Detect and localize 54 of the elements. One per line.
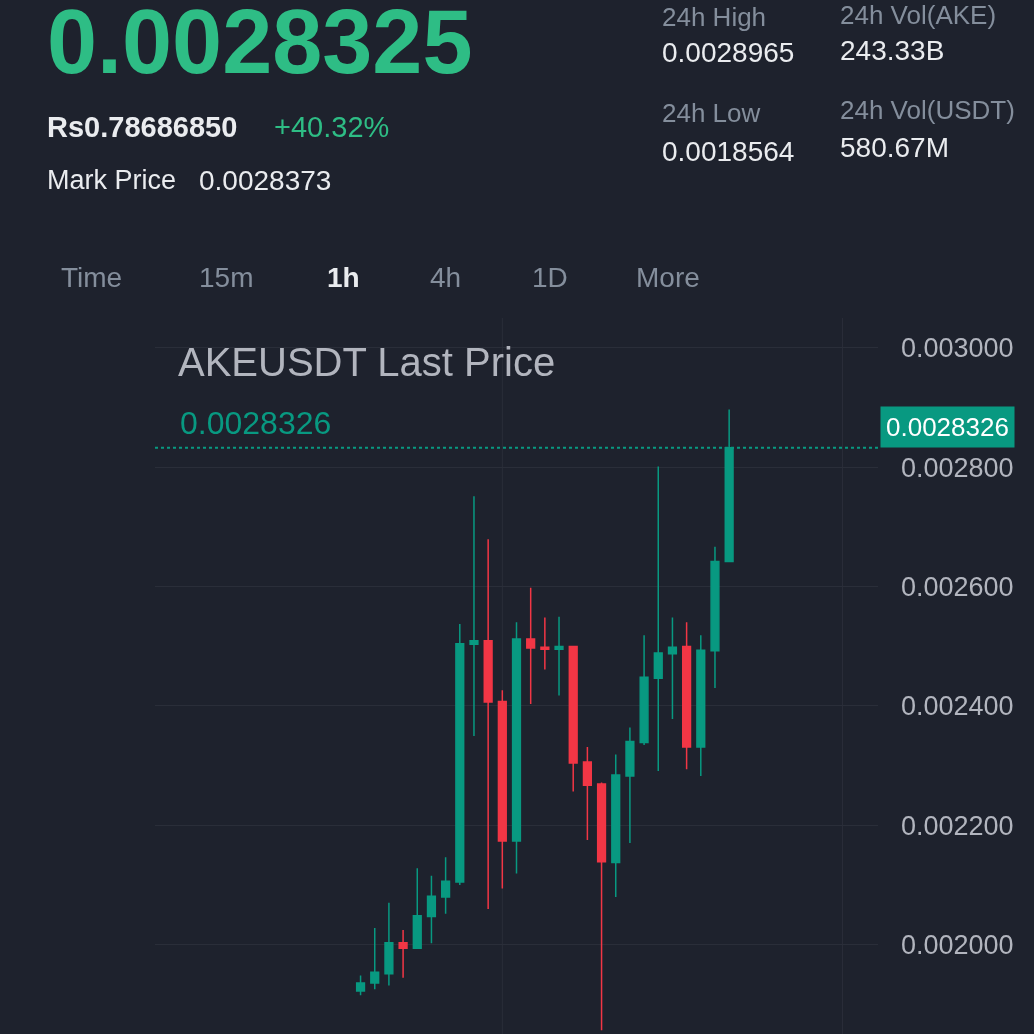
y-tick-label: 0.003000	[901, 333, 1014, 364]
candlestick	[483, 538, 493, 910]
candlestick	[370, 927, 380, 990]
candlestick	[455, 623, 465, 886]
candlestick	[582, 746, 592, 841]
candlestick	[469, 495, 479, 737]
text: 1D	[532, 262, 568, 293]
text: 0.0018564	[662, 136, 795, 167]
candlestick	[625, 726, 635, 844]
candlestick	[682, 621, 692, 770]
y-tick-label: 0.002400	[901, 691, 1014, 722]
text: AKEUSDT Last Price	[178, 340, 556, 384]
candlestick	[526, 586, 536, 705]
candlestick	[412, 867, 422, 950]
candlestick	[355, 974, 366, 996]
candlestick	[667, 616, 678, 720]
text: 4h	[430, 262, 462, 293]
y-tick-label: 0.002600	[901, 571, 1014, 602]
candlestick	[568, 645, 578, 793]
text: 15m	[199, 262, 254, 293]
text: 0.0028965	[662, 37, 795, 68]
text: Time	[61, 262, 123, 293]
text: +40.32%	[274, 111, 390, 143]
candlestick	[426, 875, 437, 944]
y-tick-label: 0.002800	[901, 452, 1014, 483]
text: 1h	[327, 262, 360, 293]
text: 24h High	[662, 2, 767, 32]
text: 0.0028325	[47, 0, 473, 92]
candlestick	[653, 465, 663, 772]
text: 580.67M	[840, 132, 949, 163]
text: 24h Vol(AKE)	[840, 0, 997, 30]
text: 0.0028326	[180, 405, 332, 441]
candlestick	[696, 634, 706, 777]
candlestick	[596, 781, 607, 1031]
text: 24h Low	[662, 98, 761, 128]
text: Rs0.78686850	[47, 111, 238, 143]
text: Mark Price	[47, 165, 177, 195]
candlestick	[497, 689, 507, 890]
y-tick-label: 0.002200	[901, 810, 1014, 841]
candlestick	[441, 856, 451, 915]
candlestick	[540, 616, 550, 671]
candlestick	[384, 902, 394, 987]
text: 243.33B	[840, 35, 945, 66]
candlestick	[611, 753, 621, 898]
candlestick	[398, 929, 408, 979]
y-tick-label: 0.002000	[901, 929, 1014, 960]
candlestick	[511, 621, 522, 875]
candlestick	[710, 545, 720, 689]
candlestick	[554, 615, 564, 697]
ref-line-label: 0.0028326	[886, 412, 1009, 442]
candlestick	[639, 634, 649, 746]
text: 0.0028373	[199, 165, 332, 196]
text: More	[636, 262, 700, 293]
text: 24h Vol(USDT)	[840, 95, 1015, 125]
